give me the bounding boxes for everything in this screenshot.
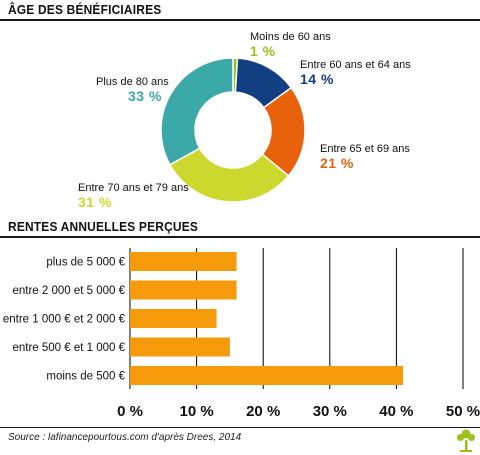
x-tick-label: 0 % bbox=[117, 403, 143, 420]
source-note: Source : lafinancepourtous.com d'après D… bbox=[8, 432, 242, 443]
pie-slice-value: 31 % bbox=[78, 194, 112, 210]
category-label: entre 500 € et 1 000 € bbox=[12, 342, 125, 354]
pie-slice bbox=[168, 147, 290, 203]
pie-slice-label: Moins de 60 ans bbox=[250, 31, 331, 43]
bar bbox=[130, 309, 217, 328]
section-divider bbox=[0, 19, 480, 21]
x-tick-label: 30 % bbox=[313, 403, 347, 420]
category-label: plus de 5 000 € bbox=[46, 257, 125, 269]
tree-icon bbox=[457, 429, 475, 452]
pie-slice-label: Entre 70 ans et 79 ans bbox=[78, 182, 189, 194]
bar bbox=[130, 280, 237, 300]
x-tick-label: 10 % bbox=[179, 403, 213, 420]
category-label: entre 1 000 € et 2 000 € bbox=[3, 314, 126, 326]
category-label: entre 2 000 et 5 000 € bbox=[12, 285, 125, 297]
bar-chart: plus de 5 000 € entre 2 000 et 5 000 € ent… bbox=[3, 248, 480, 420]
x-tick-label: 40 % bbox=[379, 403, 413, 420]
x-tick-label: 50 % bbox=[446, 403, 480, 420]
footer-divider bbox=[0, 427, 480, 428]
bar bbox=[130, 366, 404, 385]
category-label: moins de 500 € bbox=[46, 371, 125, 383]
pie-slice-label: Entre 60 ans et 64 ans bbox=[300, 59, 411, 71]
x-tick-label: 20 % bbox=[246, 403, 280, 420]
pie-slice-value: 14 % bbox=[300, 71, 334, 87]
section-divider bbox=[0, 236, 480, 238]
pie-slice-label: Entre 65 et 69 ans bbox=[320, 143, 410, 155]
bar bbox=[130, 252, 237, 271]
bar bbox=[130, 337, 230, 357]
pie-slice bbox=[160, 57, 234, 166]
pie-slice-value: 33 % bbox=[128, 88, 162, 104]
pie-slice-value: 1 % bbox=[250, 43, 276, 59]
section-title-age: ÂGE DES BÉNÉFICIAIRES bbox=[8, 2, 162, 17]
pie-slice-label: Plus de 80 ans bbox=[96, 76, 169, 88]
section-title-rentes: RENTES ANNUELLES PERÇUES bbox=[8, 219, 199, 234]
pie-slice-value: 21 % bbox=[320, 155, 354, 171]
